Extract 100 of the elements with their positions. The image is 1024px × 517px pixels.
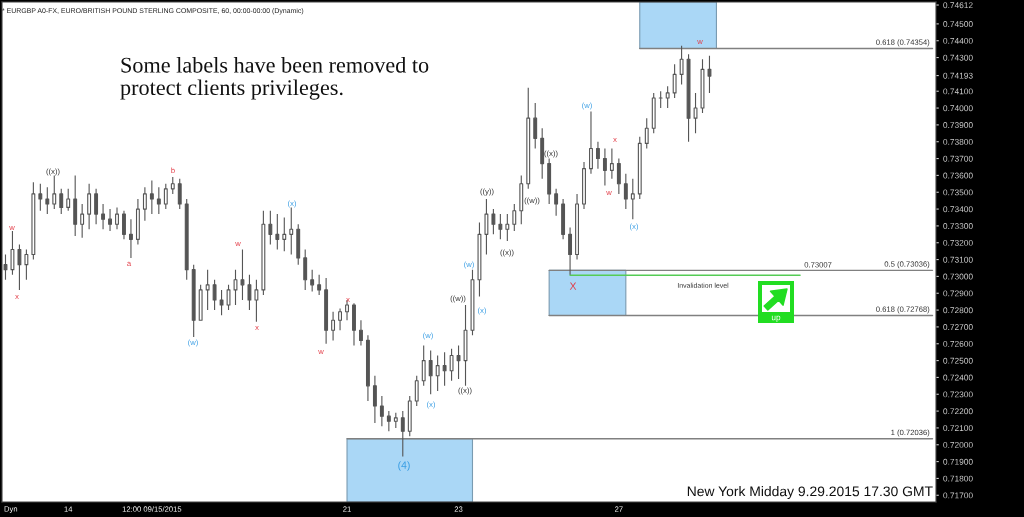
y-tick-label: 0.73900 xyxy=(943,122,973,128)
y-tick-label: 0.73500 xyxy=(943,189,973,196)
y-tick-label: 0.74300 xyxy=(943,54,973,61)
candlestick xyxy=(122,210,126,240)
candlestick xyxy=(630,178,635,220)
y-tick-label: 0.72300 xyxy=(943,391,973,398)
y-tick-label: 0.73700 xyxy=(943,155,973,162)
y-tick-label: 0.72400 xyxy=(943,374,973,381)
candlestick xyxy=(135,198,140,245)
y-tick-label: 0.73100 xyxy=(943,256,973,263)
candlestick xyxy=(365,334,370,402)
candlestick xyxy=(128,218,133,259)
candlestick xyxy=(379,395,384,427)
candlestick xyxy=(59,188,64,215)
candlestick xyxy=(101,203,106,230)
candlestick xyxy=(212,279,217,311)
candlestick xyxy=(637,136,642,200)
candlestick xyxy=(575,193,579,261)
candlestick xyxy=(582,161,586,210)
candlestick xyxy=(665,85,670,109)
candlestick xyxy=(198,284,203,321)
candlestick xyxy=(45,186,50,215)
candlestick xyxy=(184,198,189,281)
candlestick xyxy=(616,158,621,195)
candlestick xyxy=(177,178,182,210)
candlestick xyxy=(17,243,22,291)
candlestick xyxy=(456,344,461,380)
candlestick xyxy=(191,264,196,338)
candlestick xyxy=(463,304,468,387)
candlestick xyxy=(254,279,259,323)
annotation: New York Midday 9.29.2015 17.30 GMT xyxy=(687,486,933,499)
y-tick-label: 0.74400 xyxy=(943,37,973,44)
candlestick xyxy=(595,141,600,170)
y-tick-label: 0.74500 xyxy=(943,21,973,27)
candlestick xyxy=(623,173,628,210)
candlestick xyxy=(310,269,315,293)
candlestick xyxy=(707,55,712,94)
y-tick-label: 0.73800 xyxy=(943,138,973,145)
y-tick-label: 0.74100 xyxy=(943,88,973,95)
candlestick xyxy=(609,147,614,180)
candlestick xyxy=(80,203,85,239)
candlestick xyxy=(470,269,475,336)
candlestick xyxy=(519,174,524,225)
candlestick xyxy=(324,277,329,345)
candlestick xyxy=(275,213,280,251)
candlestick xyxy=(317,274,322,296)
candlestick xyxy=(115,206,119,230)
y-tick-label: 0.72000 xyxy=(943,441,973,448)
candlestick xyxy=(142,186,147,222)
candlestick xyxy=(672,63,677,99)
candlestick xyxy=(296,223,301,266)
candlestick xyxy=(10,230,15,276)
candlestick xyxy=(372,375,377,424)
y-tick-label: 0.73200 xyxy=(943,239,973,246)
candlestick xyxy=(261,210,266,296)
candlestick xyxy=(526,87,531,190)
y-tick-label: 0.73400 xyxy=(943,206,973,213)
candlestick xyxy=(421,344,426,387)
candlestick xyxy=(31,181,36,261)
candlestick xyxy=(163,183,168,210)
candlestick xyxy=(66,188,71,212)
candlestick xyxy=(52,174,57,210)
candlestick xyxy=(589,110,593,175)
candlestick xyxy=(345,299,349,321)
candlestick xyxy=(282,216,287,252)
candlestick xyxy=(442,351,447,387)
candlestick xyxy=(414,375,419,407)
y-tick-label: 0.71900 xyxy=(943,458,973,465)
candlestick xyxy=(219,289,224,316)
candlestick xyxy=(561,198,566,240)
candlestick xyxy=(400,410,405,458)
candlestick xyxy=(289,206,294,256)
candlestick xyxy=(449,348,454,382)
candlestick xyxy=(233,269,238,306)
y-tick-label: 0.72200 xyxy=(943,408,973,415)
candlestick xyxy=(386,410,391,432)
y-tick-label: 0.72100 xyxy=(943,425,973,432)
candlestick xyxy=(547,158,552,205)
candlestick xyxy=(38,183,43,212)
y-tick-label: 0.74193 xyxy=(943,72,973,79)
y-tick-label: 0.72700 xyxy=(943,324,973,331)
candlestick xyxy=(512,203,517,232)
candlestick xyxy=(407,395,412,437)
candlestick xyxy=(156,186,161,215)
y-tick-label: 0.74612 xyxy=(943,2,973,9)
candlestick xyxy=(359,319,363,346)
candlestick xyxy=(226,284,231,311)
candlestick xyxy=(568,227,573,276)
candlestick xyxy=(540,127,545,180)
candlestick xyxy=(240,248,245,301)
candlestick xyxy=(24,248,29,281)
candlestick xyxy=(331,311,336,341)
candlestick xyxy=(686,53,691,143)
annotation: Some labels have been removed to protect clients privileges. xyxy=(120,57,429,100)
y-tick-label: 0.74000 xyxy=(943,105,973,112)
candlestick xyxy=(658,90,663,109)
y-tick-label: 0.73300 xyxy=(943,223,973,230)
y-tick-label: 0.72600 xyxy=(943,340,973,347)
candlestick xyxy=(505,213,510,242)
candlestick xyxy=(700,58,705,114)
